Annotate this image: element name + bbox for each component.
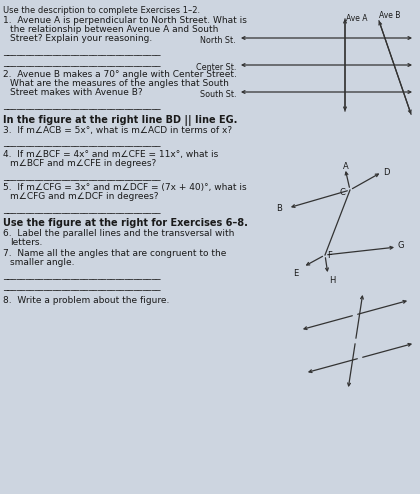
- Text: m∠CFG and m∠DCF in degrees?: m∠CFG and m∠DCF in degrees?: [10, 192, 158, 201]
- Text: Street? Explain your reasoning.: Street? Explain your reasoning.: [10, 34, 152, 43]
- Text: 7.  Name all the angles that are congruent to the: 7. Name all the angles that are congruen…: [3, 249, 226, 258]
- Text: the relationship between Avenue A and South: the relationship between Avenue A and So…: [10, 25, 218, 34]
- Text: Street makes with Avenue B?: Street makes with Avenue B?: [10, 88, 143, 97]
- Text: B: B: [276, 204, 282, 213]
- Text: Use the description to complete Exercises 1–2.: Use the description to complete Exercise…: [3, 6, 200, 15]
- Text: F: F: [327, 251, 332, 260]
- Text: Use the figure at the right for Exercises 6–8.: Use the figure at the right for Exercise…: [3, 218, 248, 228]
- Text: North St.: North St.: [200, 36, 236, 45]
- Text: 3.  If m∠ACB = 5x°, what is m∠ACD in terms of x?: 3. If m∠ACB = 5x°, what is m∠ACD in term…: [3, 126, 232, 135]
- Text: In the figure at the right line BD || line EG.: In the figure at the right line BD || li…: [3, 115, 237, 126]
- Text: letters.: letters.: [10, 238, 42, 247]
- Text: South St.: South St.: [200, 90, 236, 99]
- Text: ___________________________________: ___________________________________: [3, 172, 160, 181]
- Text: G: G: [398, 241, 404, 250]
- Text: What are the measures of the angles that South: What are the measures of the angles that…: [10, 79, 229, 88]
- Text: ___________________________________: ___________________________________: [3, 271, 160, 280]
- Text: Center St.: Center St.: [196, 63, 236, 72]
- Text: Ave B: Ave B: [379, 11, 400, 20]
- Text: A: A: [343, 162, 349, 171]
- Text: ___________________________________: ___________________________________: [3, 138, 160, 147]
- Text: 1.  Avenue A is perpendicular to North Street. What is: 1. Avenue A is perpendicular to North St…: [3, 16, 247, 25]
- Text: m∠BCF and m∠CFE in degrees?: m∠BCF and m∠CFE in degrees?: [10, 159, 156, 168]
- Text: H: H: [329, 276, 336, 285]
- Text: 2.  Avenue B makes a 70° angle with Center Street.: 2. Avenue B makes a 70° angle with Cente…: [3, 70, 237, 79]
- Text: 5.  If m∠CFG = 3x° and m∠DCF = (7x + 40)°, what is: 5. If m∠CFG = 3x° and m∠DCF = (7x + 40)°…: [3, 183, 247, 192]
- Text: ___________________________________: ___________________________________: [3, 47, 160, 56]
- Text: ___________________________________: ___________________________________: [3, 282, 160, 291]
- Text: 6.  Label the parallel lines and the transversal with: 6. Label the parallel lines and the tran…: [3, 229, 234, 238]
- Text: 4.  If m∠BCF = 4x° and m∠CFE = 11x°, what is: 4. If m∠BCF = 4x° and m∠CFE = 11x°, what…: [3, 150, 218, 159]
- Text: ___________________________________: ___________________________________: [3, 101, 160, 110]
- Text: C: C: [340, 188, 346, 197]
- Text: ___________________________________: ___________________________________: [3, 205, 160, 214]
- Text: D: D: [383, 168, 389, 177]
- Text: E: E: [293, 269, 298, 278]
- Text: 8.  Write a problem about the figure.: 8. Write a problem about the figure.: [3, 296, 169, 305]
- Text: ___________________________________: ___________________________________: [3, 58, 160, 67]
- Text: smaller angle.: smaller angle.: [10, 258, 74, 267]
- Text: Ave A: Ave A: [346, 14, 368, 23]
